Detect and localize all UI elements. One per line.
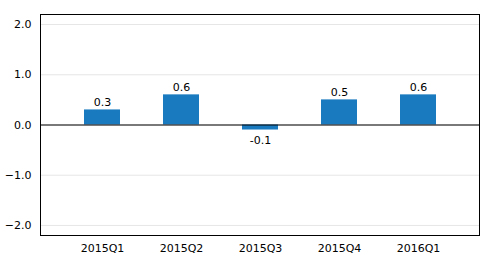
- svg-text:2016Q1: 2016Q1: [397, 242, 441, 255]
- svg-text:0.0: 0.0: [14, 119, 32, 132]
- svg-text:0.6: 0.6: [173, 81, 191, 94]
- svg-text:2015Q3: 2015Q3: [239, 242, 283, 255]
- svg-text:2015Q1: 2015Q1: [81, 242, 125, 255]
- svg-text:-0.1: -0.1: [250, 134, 271, 147]
- svg-text:−1.0: −1.0: [5, 169, 32, 182]
- svg-text:2.0: 2.0: [14, 18, 32, 31]
- svg-text:0.3: 0.3: [94, 96, 112, 109]
- svg-text:2015Q2: 2015Q2: [160, 242, 204, 255]
- svg-text:0.6: 0.6: [410, 81, 428, 94]
- svg-text:2015Q4: 2015Q4: [318, 242, 362, 255]
- svg-text:1.0: 1.0: [14, 68, 32, 81]
- svg-text:−2.0: −2.0: [5, 219, 32, 232]
- svg-text:0.5: 0.5: [331, 86, 349, 99]
